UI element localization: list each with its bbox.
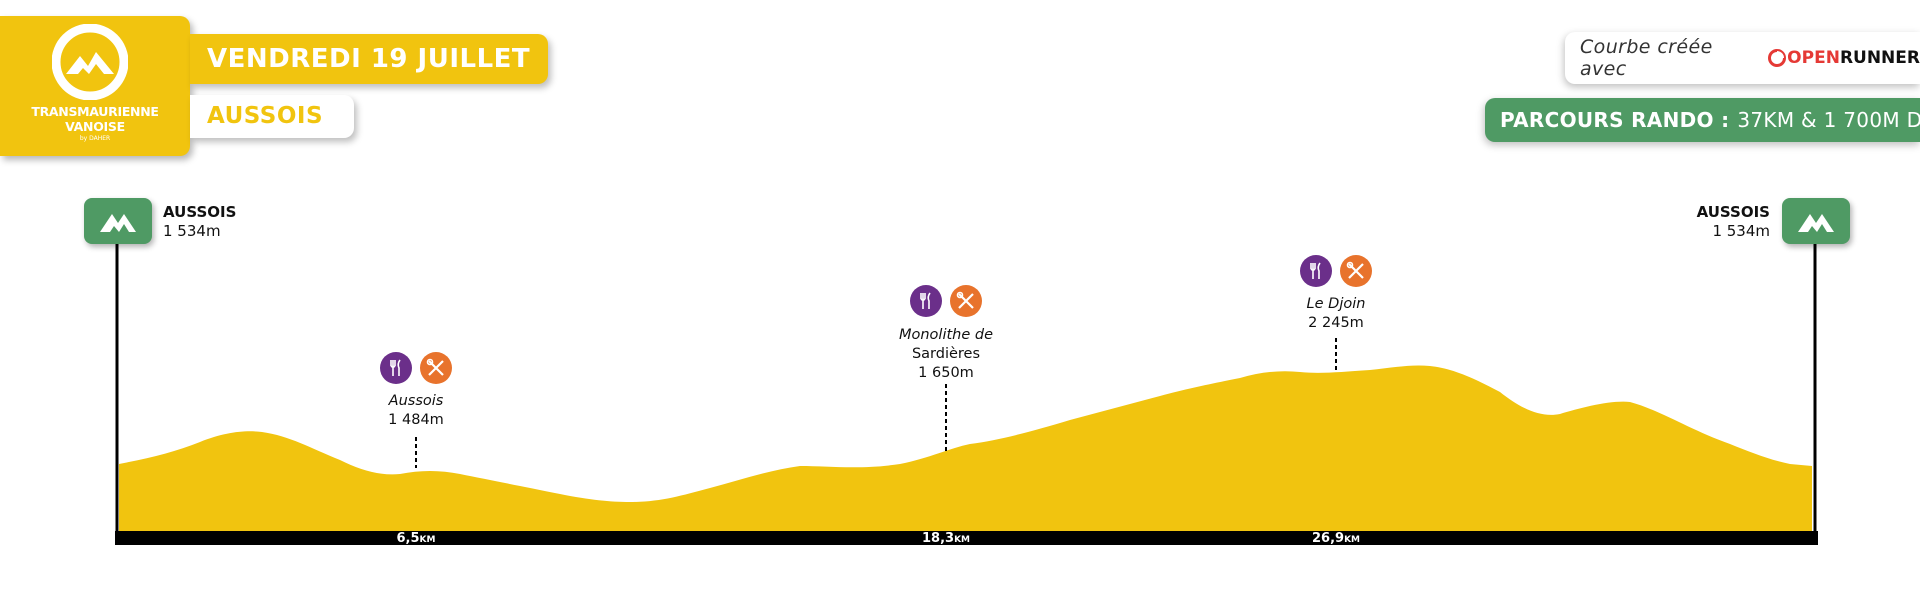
start-label: AUSSOIS 1 534m [163, 203, 236, 241]
km-value: 26,9 [1311, 531, 1345, 546]
start-marker [84, 198, 152, 244]
credit-text: Courbe créée avec [1580, 36, 1713, 80]
finish-altitude: 1 534m [1712, 222, 1770, 240]
stop-label-monolithe: Monolithe de Sardières 1 650m [846, 326, 1046, 383]
logo-line2: VANOISE [65, 119, 125, 134]
place-banner: AUSSOIS [190, 95, 354, 138]
credit-box: Courbe créée avec OPEN RUNNER [1565, 32, 1920, 84]
stop-name: Le Djoin [1306, 296, 1366, 312]
stop-name: Aussois [388, 393, 444, 409]
km-value: 18,3 [921, 531, 955, 546]
km-label: 26,9KM [1312, 531, 1360, 546]
stop-label-djoin: Le Djoin 2 245m [1236, 295, 1436, 333]
openrunner-logo: OPEN RUNNER [1767, 48, 1920, 68]
wrench-screwdriver-icon [420, 352, 452, 384]
start-altitude: 1 534m [163, 222, 221, 240]
brand-runner: RUNNER [1839, 48, 1920, 68]
km-unit: KM [419, 535, 436, 545]
mountain-icon [100, 214, 136, 232]
finish-label: AUSSOIS 1 534m [1640, 203, 1770, 241]
openrunner-swirl-icon [1768, 49, 1787, 67]
stop-name2: Sardières [911, 346, 981, 362]
km-label: 18,3KM [922, 531, 970, 546]
parcours-label: PARCOURS RANDO : [1500, 108, 1730, 132]
stop-altitude: 2 245m [1308, 315, 1364, 331]
finish-marker [1782, 198, 1850, 244]
logo-line1: TRANSMAURIENNE [31, 104, 159, 119]
stop-name: Monolithe de [898, 327, 994, 343]
stop-altitude: 1 484m [388, 412, 444, 428]
event-logo: TRANSMAURIENNE VANOISE by DAHER [0, 16, 190, 156]
start-name: AUSSOIS [163, 203, 237, 221]
km-unit: KM [954, 535, 971, 545]
brand-open: OPEN [1787, 48, 1840, 68]
fork-knife-icon [380, 352, 412, 384]
stop-altitude: 1 650m [918, 365, 974, 381]
fork-knife-icon [910, 285, 942, 317]
wrench-screwdriver-icon [1340, 255, 1372, 287]
km-value: 6,5 [396, 531, 420, 546]
km-label: 6,5KM [397, 531, 436, 546]
stop-label-aussois: Aussois 1 484m [316, 392, 516, 430]
parcours-value: 37KM & 1 700M D+ [1737, 108, 1920, 132]
wrench-screwdriver-icon [950, 285, 982, 317]
parcours-box: PARCOURS RANDO : 37KM & 1 700M D+ [1485, 98, 1920, 142]
elevation-area [119, 365, 1812, 535]
date-banner: VENDREDI 19 JUILLET [190, 34, 548, 84]
fork-knife-icon [1300, 255, 1332, 287]
logo-line3: by DAHER [79, 135, 111, 142]
distance-bar [115, 531, 1818, 545]
km-unit: KM [1344, 535, 1361, 545]
mountain-icon [1798, 214, 1834, 232]
mountain-logo-icon [52, 24, 128, 100]
finish-name: AUSSOIS [1696, 203, 1770, 221]
